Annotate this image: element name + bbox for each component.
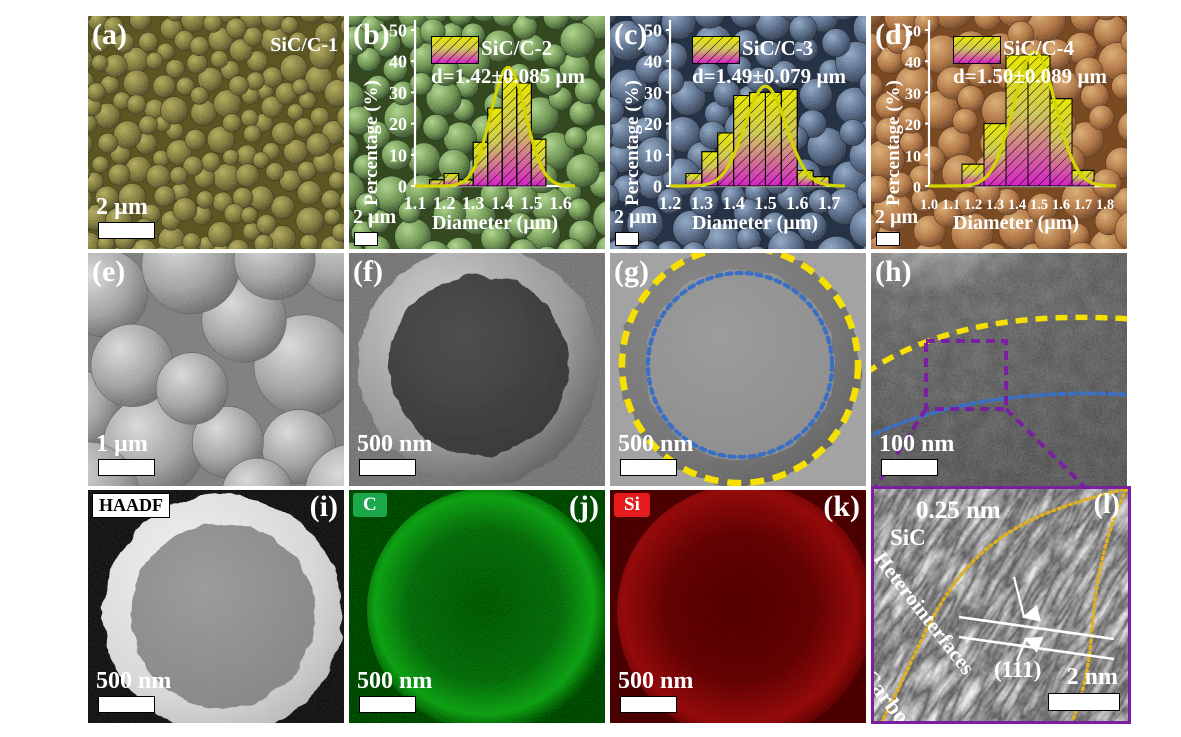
svg-text:40: 40 xyxy=(389,52,407,72)
svg-text:1.7: 1.7 xyxy=(818,193,841,213)
svg-text:20: 20 xyxy=(389,114,407,134)
svg-text:10: 10 xyxy=(644,145,662,165)
svg-text:1.8: 1.8 xyxy=(1096,197,1114,213)
svg-text:1.1: 1.1 xyxy=(942,197,960,213)
svg-text:1.0: 1.0 xyxy=(920,197,938,213)
svg-text:1.4: 1.4 xyxy=(1008,197,1026,213)
svg-text:30: 30 xyxy=(389,83,407,103)
svg-text:1.5: 1.5 xyxy=(520,193,543,213)
svg-text:50: 50 xyxy=(389,21,407,41)
svg-text:1.3: 1.3 xyxy=(462,193,485,213)
svg-text:1.4: 1.4 xyxy=(491,193,514,213)
svg-text:10: 10 xyxy=(389,145,407,165)
svg-text:1.2: 1.2 xyxy=(964,197,982,213)
svg-text:1.2: 1.2 xyxy=(659,193,682,213)
svg-text:10: 10 xyxy=(905,148,921,165)
svg-text:1.4: 1.4 xyxy=(722,193,745,213)
svg-text:40: 40 xyxy=(905,55,921,72)
svg-text:30: 30 xyxy=(644,83,662,103)
svg-text:1.3: 1.3 xyxy=(691,193,714,213)
svg-text:1.6: 1.6 xyxy=(786,193,809,213)
svg-text:1.5: 1.5 xyxy=(1030,197,1048,213)
svg-text:1.1: 1.1 xyxy=(404,193,427,213)
svg-text:1.2: 1.2 xyxy=(433,193,456,213)
svg-text:30: 30 xyxy=(905,86,921,103)
svg-text:1.3: 1.3 xyxy=(986,197,1004,213)
svg-text:20: 20 xyxy=(644,114,662,134)
svg-text:20: 20 xyxy=(905,117,921,134)
svg-text:40: 40 xyxy=(644,52,662,72)
svg-text:1.6: 1.6 xyxy=(549,193,572,213)
svg-text:0: 0 xyxy=(913,180,921,197)
svg-text:1.5: 1.5 xyxy=(754,193,777,213)
svg-text:1.6: 1.6 xyxy=(1052,197,1070,213)
svg-text:1.7: 1.7 xyxy=(1074,197,1092,213)
